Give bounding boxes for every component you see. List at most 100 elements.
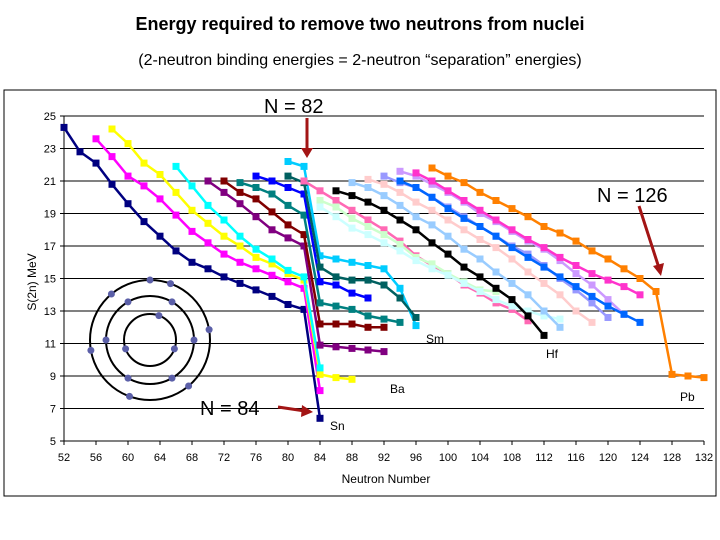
x-tick-label: 132 [695, 452, 713, 464]
data-point [268, 271, 276, 279]
x-tick-label: 72 [218, 452, 230, 464]
series-9 [284, 158, 420, 330]
data-point [252, 245, 260, 253]
x-tick-label: 100 [439, 452, 457, 464]
data-point [156, 171, 164, 178]
shell-dot [107, 290, 115, 298]
data-point [476, 273, 484, 281]
data-point [364, 223, 372, 230]
series-line [399, 179, 641, 324]
data-point [332, 302, 340, 310]
data-point [316, 387, 324, 395]
data-point [332, 273, 340, 281]
y-tick-label: 13 [44, 306, 56, 318]
data-point [332, 281, 340, 289]
data-point [204, 219, 212, 227]
data-point [316, 320, 324, 328]
data-point [444, 172, 452, 180]
data-point [252, 195, 260, 203]
data-point [300, 162, 308, 170]
x-tick-label: 88 [346, 452, 358, 464]
x-tick-label: 56 [90, 452, 102, 464]
data-point [300, 211, 308, 219]
data-point [268, 292, 276, 300]
data-point [124, 200, 132, 208]
data-point [428, 206, 436, 214]
data-point [268, 260, 276, 268]
data-point [284, 172, 292, 180]
series-20 [412, 169, 644, 299]
x-tick-label: 108 [503, 452, 521, 464]
data-point [284, 221, 292, 229]
data-point [540, 244, 548, 252]
data-point [220, 232, 228, 240]
data-point [380, 265, 388, 273]
data-point [236, 279, 244, 287]
data-point [140, 159, 148, 167]
data-point [348, 224, 356, 232]
y-tick-label: 5 [50, 436, 56, 448]
shell-dot [167, 280, 174, 288]
shell-electrons [87, 276, 213, 400]
label-ba: Ba [390, 382, 405, 396]
data-point [236, 258, 244, 266]
data-point [396, 201, 404, 209]
series-21 [428, 164, 708, 382]
data-point [252, 286, 260, 294]
data-point [556, 291, 564, 299]
x-tick-label: 64 [154, 452, 166, 464]
data-point [412, 322, 420, 330]
label-hf: Hf [546, 347, 559, 361]
data-point [300, 190, 308, 198]
series-2 [92, 135, 324, 395]
data-point [172, 162, 180, 170]
data-point [364, 276, 372, 284]
data-point [636, 275, 644, 282]
data-point [284, 278, 292, 286]
x-tick-label: 92 [378, 452, 390, 464]
label-sm: Sm [426, 332, 444, 346]
data-point [380, 180, 388, 188]
data-point [588, 270, 596, 278]
annotation-n84: N = 84 [200, 398, 259, 420]
data-point [316, 197, 324, 204]
data-point [332, 343, 340, 351]
data-point [348, 179, 356, 187]
data-point [524, 268, 532, 276]
data-point [188, 206, 196, 214]
data-point [396, 240, 404, 248]
series-10 [284, 172, 420, 321]
data-point [284, 201, 292, 209]
data-point [508, 255, 516, 263]
shell-dot [146, 276, 154, 284]
data-point [572, 237, 580, 245]
data-point [524, 291, 532, 299]
data-point [348, 214, 356, 222]
data-point [316, 263, 324, 271]
x-tick-label: 124 [631, 452, 649, 464]
data-point [268, 255, 276, 263]
data-point [428, 239, 436, 247]
series-6 [220, 177, 388, 331]
data-point [588, 281, 596, 289]
data-point [92, 159, 100, 167]
data-point [700, 374, 708, 382]
data-point [364, 184, 372, 191]
data-point [572, 307, 580, 315]
data-point [396, 318, 404, 326]
data-point [396, 247, 404, 255]
data-point [476, 188, 484, 196]
data-point [396, 284, 404, 292]
data-point [524, 213, 532, 221]
x-tick-label: 60 [122, 452, 134, 464]
data-point [188, 182, 196, 190]
data-point [508, 205, 516, 213]
data-point [204, 177, 212, 185]
data-point [636, 318, 644, 326]
data-point [124, 140, 132, 148]
series-5 [204, 177, 388, 356]
data-point [396, 188, 404, 196]
data-point [172, 188, 180, 196]
data-point [476, 255, 484, 263]
